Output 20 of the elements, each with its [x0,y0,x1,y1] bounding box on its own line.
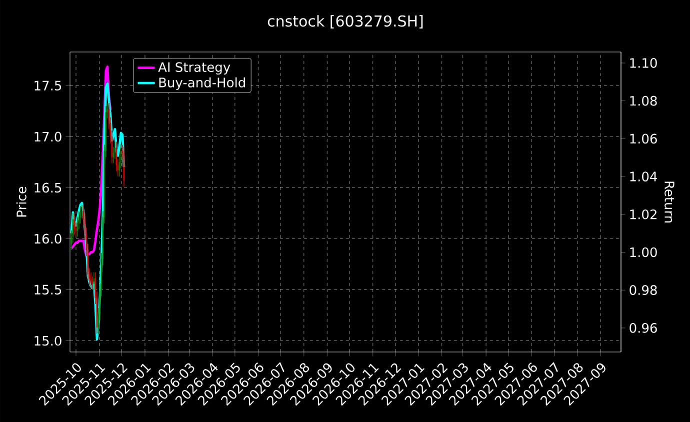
y-tick-label: 15.0 [34,336,62,346]
legend-label: AI Strategy [158,62,230,75]
y-tick-label: 16.0 [34,234,62,244]
y-axis-title: Price [16,186,26,217]
y2-tick-label: 0.98 [630,285,657,296]
chart-title: cnstock [603279.SH] [268,15,423,28]
y2-tick-label: 1.06 [630,134,657,144]
y2-tick-label: 1.04 [630,172,658,182]
y2-axis-title: Return [664,182,674,222]
y2-tick-label: 1.00 [630,247,657,258]
y2-tick-label: 1.10 [630,58,657,68]
legend-label: Buy-and-Hold [159,77,245,90]
y2-tick-label: 0.96 [630,323,657,333]
y2-tick-label: 1.02 [630,209,656,220]
candlestick [123,146,125,187]
y-tick-label: 17.5 [34,80,62,90]
y-tick-label: 16.5 [34,182,62,193]
y2-tick-label: 1.08 [630,96,657,106]
y-tick-label: 15.5 [34,284,62,295]
y-tick-label: 17.0 [34,132,62,142]
